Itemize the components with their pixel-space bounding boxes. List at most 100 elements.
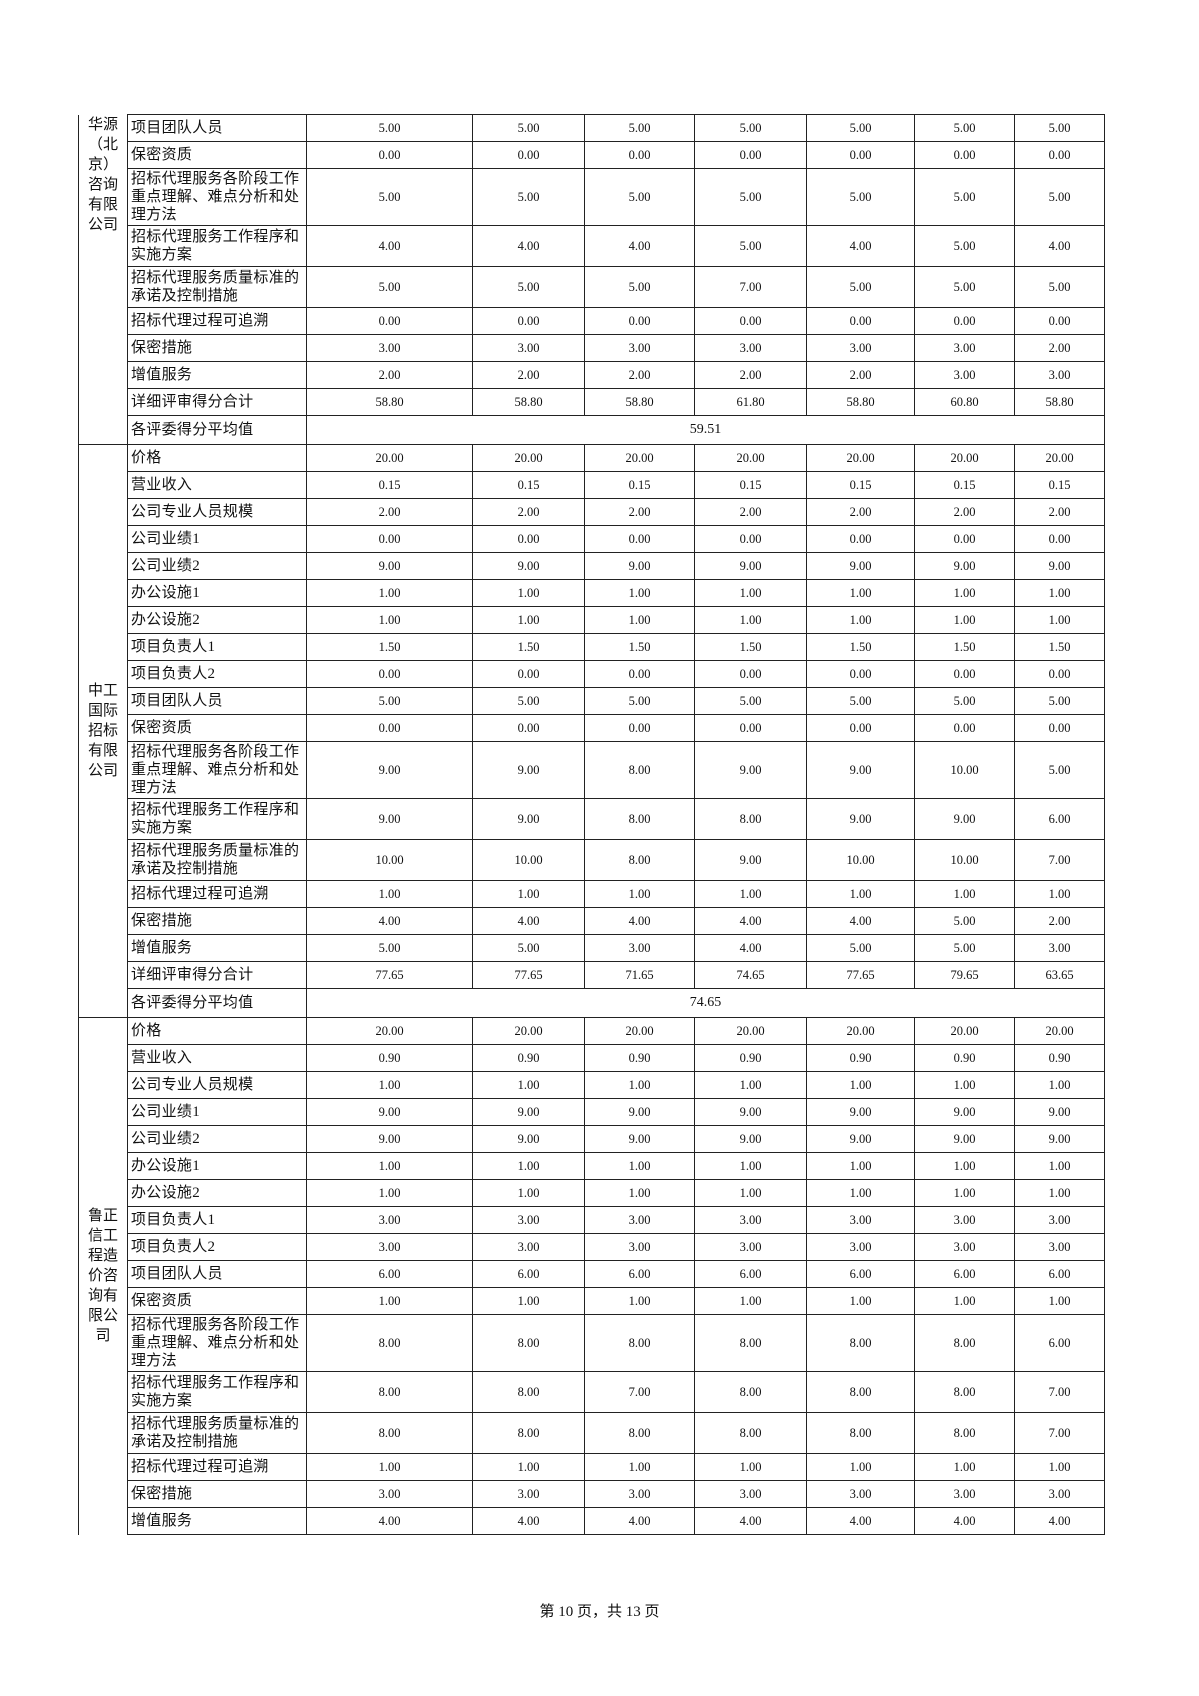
score-cell-judge-1: 1.00	[306, 1071, 473, 1099]
score-cell-judge-2: 0.00	[472, 525, 585, 553]
score-cell-judge-6: 9.00	[914, 552, 1015, 580]
score-cell-judge-7: 9.00	[1014, 1098, 1105, 1126]
score-cell-judge-4: 9.00	[694, 1125, 807, 1153]
score-cell-judge-3: 71.65	[584, 961, 695, 989]
table-row: 办公设施1 1.00 1.00 1.00 1.00 1.00 1.00 1.00	[79, 1152, 1105, 1180]
score-cell-judge-2: 8.00	[472, 1412, 585, 1454]
score-cell-judge-4: 2.00	[694, 361, 807, 389]
score-cell-judge-4: 0.00	[694, 307, 807, 335]
score-cell-judge-6: 4.00	[914, 1507, 1015, 1535]
score-cell-judge-6: 3.00	[914, 1233, 1015, 1261]
score-cell-judge-6: 79.65	[914, 961, 1015, 989]
company-name: 鲁正信工程造价咨询有限公司	[78, 1017, 128, 1535]
score-cell-judge-2: 1.00	[472, 579, 585, 607]
score-cell-judge-6: 5.00	[914, 934, 1015, 962]
score-cell-judge-4: 3.00	[694, 1233, 807, 1261]
score-cell-judge-4: 1.00	[694, 1071, 807, 1099]
score-cell-judge-6: 20.00	[914, 1017, 1015, 1045]
score-cell-judge-1: 3.00	[306, 334, 473, 362]
score-cell-judge-5: 3.00	[806, 1480, 915, 1508]
average-value: 59.51	[306, 415, 1105, 445]
table-row: 项目负责人2 3.00 3.00 3.00 3.00 3.00 3.00 3.00	[79, 1233, 1105, 1261]
score-cell-judge-1: 4.00	[306, 225, 473, 267]
score-cell-judge-5: 9.00	[806, 741, 915, 799]
score-cell-judge-6: 1.50	[914, 633, 1015, 661]
criterion-label: 项目负责人1	[127, 1206, 307, 1234]
score-cell-judge-7: 0.00	[1014, 660, 1105, 688]
score-cell-judge-3: 2.00	[584, 361, 695, 389]
average-label: 各评委得分平均值	[127, 415, 307, 445]
score-cell-judge-6: 5.00	[914, 907, 1015, 935]
score-cell-judge-6: 20.00	[914, 444, 1015, 472]
criterion-label: 营业收入	[127, 471, 307, 499]
table-row: 办公设施1 1.00 1.00 1.00 1.00 1.00 1.00 1.00	[79, 579, 1105, 607]
score-cell-judge-3: 4.00	[584, 907, 695, 935]
score-cell-judge-7: 9.00	[1014, 552, 1105, 580]
score-cell-judge-1: 5.00	[306, 114, 473, 142]
score-cell-judge-1: 0.00	[306, 660, 473, 688]
score-cell-judge-4: 3.00	[694, 334, 807, 362]
score-cell-judge-7: 5.00	[1014, 168, 1105, 226]
score-cell-judge-5: 4.00	[806, 907, 915, 935]
table-row: 营业收入 0.15 0.15 0.15 0.15 0.15 0.15 0.15	[79, 471, 1105, 499]
score-cell-judge-3: 1.00	[584, 606, 695, 634]
score-cell-judge-3: 0.00	[584, 660, 695, 688]
criterion-label: 办公设施1	[127, 579, 307, 607]
score-cell-judge-7: 0.00	[1014, 525, 1105, 553]
score-cell-judge-6: 0.00	[914, 141, 1015, 169]
score-cell-judge-1: 5.00	[306, 168, 473, 226]
score-cell-judge-1: 0.00	[306, 307, 473, 335]
score-cell-judge-3: 5.00	[584, 168, 695, 226]
score-cell-judge-6: 3.00	[914, 334, 1015, 362]
table-row: 保密措施 4.00 4.00 4.00 4.00 4.00 5.00 2.00	[79, 907, 1105, 935]
criterion-label: 项目负责人1	[127, 633, 307, 661]
table-row: 中工国际招标有限公司 价格 20.00 20.00 20.00 20.00 20.00 20.…	[78, 444, 1105, 1018]
score-cell-judge-5: 5.00	[806, 687, 915, 715]
score-cell-judge-4: 5.00	[694, 168, 807, 226]
criterion-label: 办公设施2	[127, 1179, 307, 1207]
score-cell-judge-6: 3.00	[914, 361, 1015, 389]
score-cell-judge-7: 1.00	[1014, 579, 1105, 607]
score-cell-judge-6: 5.00	[914, 225, 1015, 267]
score-cell-judge-4: 8.00	[694, 798, 807, 840]
table-row: 招标代理服务质量标准的承诺及控制措施 8.00 8.00 8.00 8.00 8.00 8.…	[79, 1412, 1105, 1454]
criterion-label: 公司专业人员规模	[127, 498, 307, 526]
score-cell-judge-3: 1.00	[584, 1152, 695, 1180]
score-cell-judge-1: 1.00	[306, 880, 473, 908]
score-cell-judge-4: 8.00	[694, 1412, 807, 1454]
score-cell-judge-5: 1.50	[806, 633, 915, 661]
score-cell-judge-5: 1.00	[806, 1152, 915, 1180]
average-row: 各评委得分平均值 74.65	[79, 988, 1105, 1018]
score-cell-judge-3: 1.00	[584, 579, 695, 607]
score-cell-judge-4: 1.00	[694, 1179, 807, 1207]
score-cell-judge-5: 2.00	[806, 498, 915, 526]
score-cell-judge-5: 1.00	[806, 1179, 915, 1207]
score-cell-judge-5: 20.00	[806, 1017, 915, 1045]
score-cell-judge-1: 4.00	[306, 907, 473, 935]
score-cell-judge-4: 1.00	[694, 606, 807, 634]
criterion-label: 招标代理服务质量标准的承诺及控制措施	[127, 1412, 307, 1454]
score-cell-judge-3: 5.00	[584, 687, 695, 715]
score-cell-judge-1: 10.00	[306, 839, 473, 881]
score-cell-judge-5: 5.00	[806, 934, 915, 962]
table-row: 招标代理服务各阶段工作重点理解、难点分析和处理方法 5.00 5.00 5.00 5.0…	[79, 168, 1105, 226]
score-cell-judge-5: 9.00	[806, 552, 915, 580]
table-row: 公司业绩1 0.00 0.00 0.00 0.00 0.00 0.00 0.00	[79, 525, 1105, 553]
score-cell-judge-2: 1.00	[472, 1071, 585, 1099]
score-cell-judge-6: 1.00	[914, 1179, 1015, 1207]
table-row: 保密资质 0.00 0.00 0.00 0.00 0.00 0.00 0.00	[79, 714, 1105, 742]
score-cell-judge-7: 6.00	[1014, 798, 1105, 840]
criterion-label: 办公设施2	[127, 606, 307, 634]
score-cell-judge-1: 5.00	[306, 266, 473, 308]
score-cell-judge-1: 5.00	[306, 687, 473, 715]
score-cell-judge-1: 1.50	[306, 633, 473, 661]
score-cell-judge-3: 8.00	[584, 741, 695, 799]
score-cell-judge-1: 5.00	[306, 934, 473, 962]
score-cell-judge-3: 8.00	[584, 1412, 695, 1454]
score-cell-judge-7: 20.00	[1014, 1017, 1105, 1045]
criterion-label: 公司业绩2	[127, 1125, 307, 1153]
score-cell-judge-2: 6.00	[472, 1260, 585, 1288]
criterion-label: 招标代理服务各阶段工作重点理解、难点分析和处理方法	[127, 741, 307, 799]
score-cell-judge-6: 0.15	[914, 471, 1015, 499]
score-cell-judge-5: 1.00	[806, 880, 915, 908]
